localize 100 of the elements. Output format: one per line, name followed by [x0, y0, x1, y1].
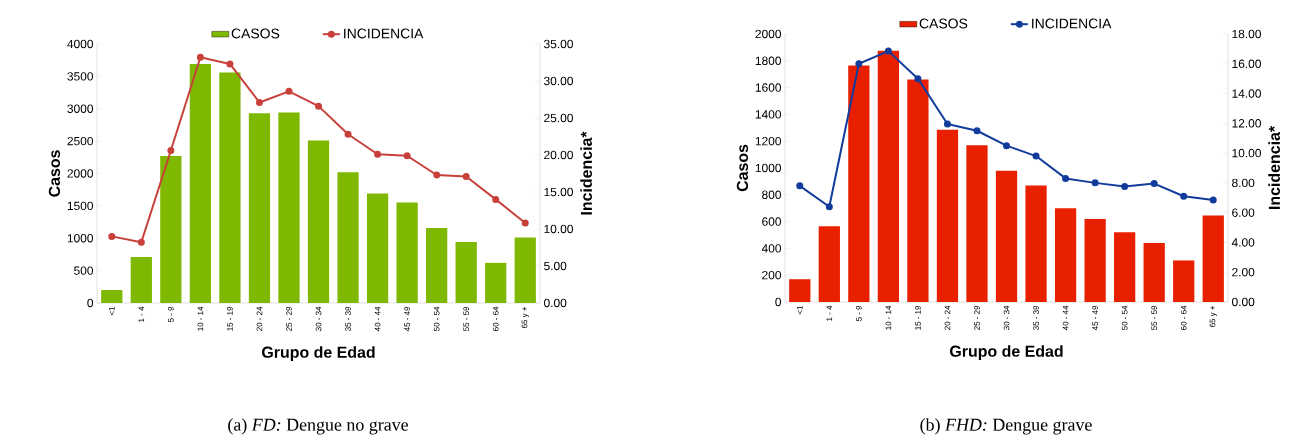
y-tick-label: 500 [74, 266, 94, 275]
point [167, 147, 175, 155]
y2-tick-label: 16.00 [1232, 59, 1261, 68]
y2-tick-label: 35.00 [543, 39, 573, 49]
y-tick-label: 1800 [755, 56, 782, 66]
x-axis-title: Grupo de Edad [950, 345, 1063, 361]
point [1003, 142, 1011, 150]
point [1121, 183, 1129, 191]
point [1209, 196, 1217, 204]
bar [818, 226, 840, 302]
point [1091, 179, 1099, 187]
y-tick-label: 2500 [67, 136, 94, 146]
bar [219, 72, 241, 303]
point [1150, 180, 1158, 188]
bar [907, 79, 929, 302]
y-tick-label: 0 [775, 297, 782, 307]
point [315, 102, 323, 110]
bar [995, 170, 1018, 302]
point [973, 127, 981, 135]
bar [1143, 243, 1165, 302]
y-tick-label: 0 [87, 298, 94, 308]
y-tick-label: 4000 [67, 39, 94, 49]
point [255, 98, 263, 106]
x-axis-title: Grupo de Edad [262, 346, 375, 362]
bar [1202, 215, 1224, 302]
point [492, 195, 500, 203]
legend-label: INCIDENCIA [344, 28, 424, 39]
point [462, 172, 470, 180]
point [196, 53, 204, 61]
point [825, 203, 833, 211]
bar [248, 113, 271, 303]
y-tick-label: 3500 [67, 72, 94, 81]
point [403, 152, 411, 160]
y-tick-label: 2000 [755, 29, 782, 39]
point [433, 171, 441, 179]
bar [1054, 208, 1077, 302]
legend-label: INCIDENCIA [1032, 18, 1112, 29]
bar [1173, 260, 1195, 302]
y2-tick-label: 6.00 [1232, 208, 1255, 217]
y2-tick-label: 10.00 [544, 224, 573, 234]
y-tick-label: 1200 [755, 136, 782, 146]
bar [455, 242, 477, 303]
bar [514, 237, 536, 303]
text: (b) FHD: Dengue grave [920, 418, 1092, 435]
point [1180, 192, 1188, 200]
point [884, 47, 892, 55]
y2-tick-label: 8.00 [1232, 178, 1255, 188]
y-tick-label: 400 [761, 244, 782, 253]
y-tick-label: 800 [762, 190, 782, 200]
point [796, 182, 804, 190]
point [521, 219, 529, 227]
y2-tick-label: 12.00 [1232, 119, 1261, 128]
y2-tick-label: 20.00 [544, 150, 573, 160]
y2-tick-label: 5.00 [544, 261, 567, 271]
text: (a) FD: Dengue no grave [228, 418, 408, 435]
legend-label: CASOS [231, 28, 280, 39]
bar [278, 112, 300, 303]
point [943, 120, 951, 128]
y-tick-label: 600 [762, 217, 782, 226]
bar [130, 257, 152, 303]
point [914, 75, 922, 83]
y-axis-title: Casos [736, 144, 749, 192]
point [344, 130, 352, 138]
point [1032, 152, 1040, 160]
bar [485, 262, 507, 303]
point [855, 60, 863, 68]
bar [966, 145, 988, 302]
bar [189, 64, 212, 303]
y2-tick-label: 14.00 [1232, 89, 1261, 98]
bar [848, 65, 870, 302]
y2-tick-label: 10.00 [1232, 148, 1261, 158]
bar [1084, 218, 1106, 302]
y-tick-label: 3000 [67, 104, 94, 113]
point [108, 232, 116, 240]
y2-tick-label: 0.00 [1232, 297, 1255, 307]
bar [789, 279, 811, 302]
bar [307, 140, 330, 303]
bar [1114, 232, 1136, 302]
y2-tick-label: 18.00 [1232, 29, 1261, 39]
y-tick-label: 1400 [755, 110, 782, 119]
y2-tick-label: 15.00 [544, 187, 573, 197]
bar [160, 156, 182, 303]
y2-tick-label: 0.00 [544, 298, 567, 308]
y-tick-label: 2000 [67, 169, 94, 178]
point [374, 150, 382, 158]
bar [366, 193, 389, 303]
y2-axis-title: Incidencia* [1268, 125, 1280, 209]
y-tick-label: 1600 [755, 83, 782, 92]
y-tick-label: 1500 [67, 201, 94, 211]
bar [426, 227, 448, 303]
y-axis-title: Casos [48, 150, 61, 197]
bar [396, 202, 418, 303]
legend-label: CASOS [919, 18, 968, 29]
bar [337, 172, 359, 303]
point [226, 60, 234, 68]
bar [936, 129, 959, 302]
bar [101, 290, 123, 303]
bar [1025, 185, 1047, 302]
point [285, 87, 293, 95]
y-tick-label: 200 [762, 270, 782, 280]
